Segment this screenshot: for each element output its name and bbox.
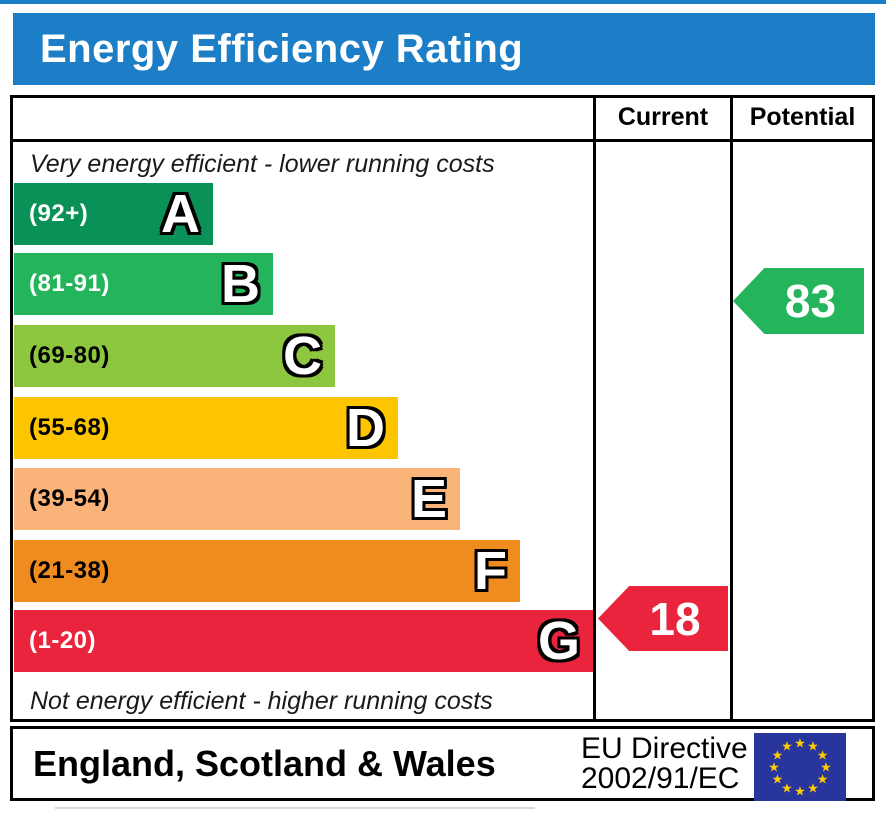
band-range-label: (21-38) — [29, 557, 110, 584]
band-row-c: (69-80) C — [14, 325, 335, 387]
band-range-label: (81-91) — [29, 270, 110, 297]
band-row-d: (55-68) D — [14, 397, 398, 459]
current-rating-arrow: 18 — [598, 586, 728, 651]
band-range-label: (55-68) — [29, 414, 110, 441]
potential-column-divider — [730, 95, 733, 722]
band-row-a: (92+) A — [14, 183, 213, 245]
band-letter: B — [221, 254, 260, 314]
eu-star-icon: ★ — [781, 780, 793, 796]
scan-artifact-line — [55, 807, 535, 809]
current-rating-value: 18 — [649, 592, 701, 645]
bottom-note: Not energy efficient - higher running co… — [30, 687, 493, 715]
top-note: Very energy efficient - lower running co… — [30, 150, 495, 178]
potential-rating-value: 83 — [784, 275, 837, 327]
band-row-b: (81-91) B — [14, 253, 273, 315]
eu-star-icon: ★ — [771, 771, 784, 787]
chart-frame — [10, 95, 875, 722]
header-underline — [10, 139, 875, 142]
title-bar: Energy Efficiency Rating — [13, 13, 875, 85]
eu-directive-label: EU Directive 2002/91/EC — [581, 734, 748, 794]
band-row-e: (39-54) E — [14, 468, 460, 530]
band-letter: C — [283, 326, 322, 386]
band-range-label: (1-20) — [29, 627, 97, 654]
eu-star-icon: ★ — [794, 735, 806, 751]
band-letter: A — [161, 184, 200, 244]
region-label: England, Scotland & Wales — [33, 742, 496, 784]
band-letter: E — [410, 469, 447, 529]
eu-star-icon: ★ — [807, 738, 819, 754]
potential-column-header: Potential — [749, 102, 856, 131]
band-range-label: (69-80) — [29, 342, 110, 369]
band-letter: D — [346, 398, 385, 458]
eu-directive-line1: EU Directive — [581, 732, 748, 765]
eu-star-icon: ★ — [816, 747, 829, 763]
eu-directive-line2: 2002/91/EC — [581, 762, 740, 795]
band-range-label: (39-54) — [29, 485, 110, 512]
potential-rating-arrow: 83 — [733, 268, 864, 334]
band-range-label: (92+) — [29, 200, 89, 227]
eu-flag-icon: ★ ★ ★ ★ ★ ★ ★ ★ ★ ★ ★ ★ — [754, 733, 846, 801]
eu-star-icon: ★ — [807, 780, 819, 796]
eu-star-icon: ★ — [768, 759, 780, 775]
eu-star-icon: ★ — [794, 783, 806, 799]
eu-star-icon: ★ — [781, 738, 793, 754]
top-border-strip — [0, 0, 886, 4]
band-row-f: (21-38) F — [14, 540, 520, 602]
band-row-g: (1-20) G — [14, 610, 593, 672]
band-letter: G — [537, 611, 580, 671]
eu-star-icon: ★ — [820, 759, 832, 775]
eu-star-icon: ★ — [816, 771, 829, 787]
eu-star-icon: ★ — [771, 747, 784, 763]
page-title: Energy Efficiency Rating — [40, 26, 524, 71]
current-column-divider — [593, 95, 596, 722]
band-letter: F — [474, 541, 507, 601]
footer: England, Scotland & Wales EU Directive 2… — [10, 726, 875, 801]
current-column-header: Current — [617, 102, 709, 131]
